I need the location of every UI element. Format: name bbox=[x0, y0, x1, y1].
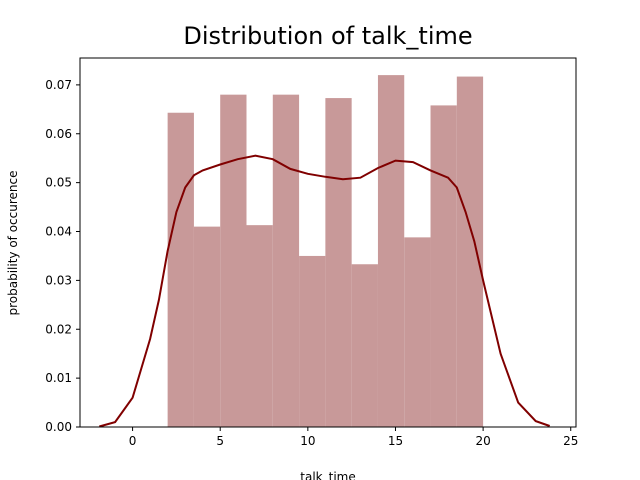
histogram-bar-4 bbox=[246, 225, 273, 427]
histogram-bar-1 bbox=[167, 112, 194, 427]
y-tick-label: 0.05 bbox=[45, 176, 72, 190]
chart-title: Distribution of talk_time bbox=[183, 22, 472, 50]
y-axis-ticks: 0.00 0.01 0.02 0.03 0.04 0.05 0.06 0.07 bbox=[45, 78, 80, 434]
x-axis-label: talk_time bbox=[300, 470, 355, 480]
histogram-bar-2 bbox=[193, 226, 221, 427]
histogram-bar-8 bbox=[351, 264, 378, 427]
y-tick-label: 0.06 bbox=[45, 127, 72, 141]
x-tick-label: 25 bbox=[563, 434, 578, 448]
histogram-bar-12 bbox=[456, 76, 484, 428]
histogram-bar-9 bbox=[377, 75, 405, 427]
y-tick-label: 0.02 bbox=[45, 322, 72, 336]
histogram-bar-5 bbox=[272, 94, 300, 427]
x-tick-label: 15 bbox=[388, 434, 403, 448]
histogram-bar-3 bbox=[220, 94, 247, 427]
histogram-bars bbox=[167, 75, 484, 428]
histogram-bar-10 bbox=[404, 237, 431, 427]
y-tick-label: 0.04 bbox=[45, 225, 72, 239]
x-tick-label: 5 bbox=[216, 434, 224, 448]
x-tick-label: 20 bbox=[475, 434, 490, 448]
histogram-bar-11 bbox=[430, 105, 457, 427]
y-tick-label: 0.01 bbox=[45, 371, 72, 385]
histogram-bar-6 bbox=[299, 255, 326, 427]
histogram-bar-7 bbox=[325, 98, 352, 428]
y-axis-label: probability of occurence bbox=[6, 170, 20, 315]
y-tick-label: 0.03 bbox=[45, 273, 72, 287]
y-tick-label: 0.07 bbox=[45, 78, 72, 92]
y-tick-label: 0.00 bbox=[45, 420, 72, 434]
plot-area-frame bbox=[79, 57, 577, 428]
x-axis-ticks: 0 5 10 15 20 25 bbox=[129, 427, 578, 448]
kde-curve bbox=[99, 154, 551, 428]
x-tick-label: 10 bbox=[300, 434, 315, 448]
x-tick-label: 0 bbox=[129, 434, 137, 448]
